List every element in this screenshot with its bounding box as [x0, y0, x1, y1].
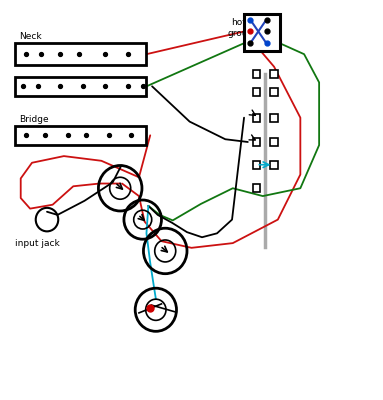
Text: ground: ground — [227, 30, 259, 38]
Text: Neck: Neck — [19, 32, 41, 41]
Bar — [244, 14, 280, 51]
Bar — [15, 76, 146, 96]
Bar — [270, 88, 278, 96]
Bar — [253, 161, 260, 169]
Text: Bridge: Bridge — [19, 114, 49, 124]
Bar — [253, 138, 260, 146]
Bar — [270, 161, 278, 169]
Bar — [15, 43, 146, 65]
Bar — [253, 114, 260, 122]
Bar — [270, 114, 278, 122]
Bar — [253, 70, 260, 78]
Bar — [270, 138, 278, 146]
Bar — [253, 184, 260, 192]
Text: input jack: input jack — [15, 239, 60, 248]
Bar — [253, 88, 260, 96]
Bar — [15, 126, 146, 145]
Bar — [270, 70, 278, 78]
Text: hot: hot — [231, 18, 246, 27]
